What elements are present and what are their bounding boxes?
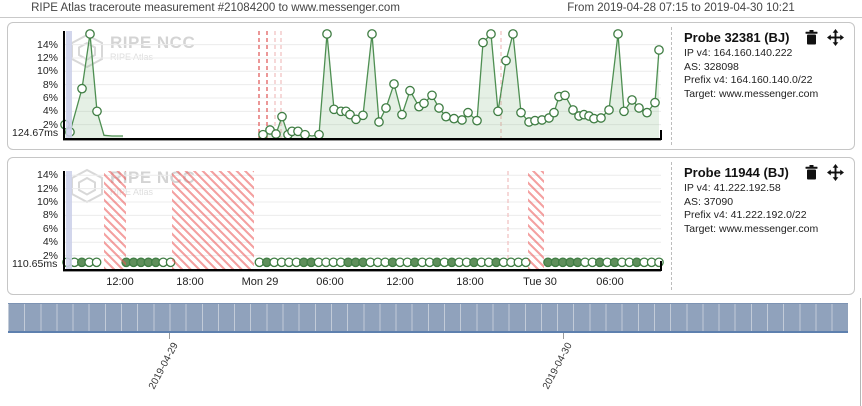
x-axis-tick-label: Mon 29 <box>241 276 279 288</box>
container-edge <box>860 298 861 406</box>
probe-panel-11944: RIPE NCC RIPE Atlas 110.65ms Probe 11944… <box>7 157 855 295</box>
no-data-hatch-band <box>528 171 544 269</box>
probe-ip: IP v4: 164.160.140.222 <box>684 47 793 59</box>
measurement-title: RIPE Atlas traceroute measurement #21084… <box>31 2 400 14</box>
info-separator <box>671 27 672 145</box>
probe-target: Target: www.messenger.com <box>684 222 819 235</box>
header-divider <box>0 17 862 18</box>
no-data-hatch-band <box>104 171 126 269</box>
y-axis-tick-label: 6% <box>42 91 58 104</box>
header: RIPE Atlas traceroute measurement #21084… <box>0 0 862 17</box>
x-axis-tick-label: 18:00 <box>176 276 204 288</box>
y-axis-tick-label: 10% <box>36 65 58 78</box>
probe-prefix: Prefix v4: 164.160.140.0/22 <box>684 74 813 86</box>
y-axis-tick-label: 14% <box>36 169 58 182</box>
y-axis-tick-label: 8% <box>42 209 58 222</box>
timeline-date-label: 2019-04-29 <box>146 341 181 392</box>
timeline-tick <box>563 333 564 339</box>
x-axis-tick-label: Tue 30 <box>523 276 557 288</box>
timeline-overview-bar[interactable] <box>8 303 848 333</box>
move-panel-icon[interactable] <box>827 164 844 181</box>
probe-title: Probe 11944 (BJ) <box>684 165 789 180</box>
timeline-date-label: 2019-04-30 <box>540 341 575 392</box>
delete-probe-icon[interactable] <box>803 164 820 181</box>
probe-ip: IP v4: 41.222.192.58 <box>684 182 781 194</box>
y-axis-tick-label: 14% <box>36 38 58 51</box>
y-axis-tick-label: 6% <box>42 222 58 235</box>
x-axis-tick-label: 06:00 <box>316 276 344 288</box>
min-rtt-label: 124.67ms <box>12 127 59 139</box>
y-axis-tick-label: 2% <box>42 118 58 131</box>
x-axis-tick-label: 12:00 <box>386 276 414 288</box>
y-axis-tick-label: 2% <box>42 249 58 262</box>
probe-panel-32381: RIPE NCC RIPE Atlas 124.67ms Probe 32381… <box>7 22 855 150</box>
x-axis-tick-label: 12:00 <box>106 276 134 288</box>
x-axis-tick-label: 18:00 <box>456 276 484 288</box>
delete-probe-icon[interactable] <box>803 29 820 46</box>
move-panel-icon[interactable] <box>827 29 844 46</box>
probe-as: AS: 37090 <box>684 195 734 208</box>
probe-target: Target: www.messenger.com <box>684 87 819 100</box>
time-position-marker[interactable] <box>66 171 72 269</box>
probe-title: Probe 32381 (BJ) <box>684 30 790 45</box>
probe-prefix: Prefix v4: 41.222.192.0/22 <box>684 209 807 221</box>
no-data-hatch-band <box>172 171 254 269</box>
chart-plot <box>60 29 664 141</box>
probe-info-block: Probe 11944 (BJ) IP v4: 41.222.192.58 AS… <box>684 165 834 236</box>
y-axis-tick-label: 8% <box>42 78 58 91</box>
probe-as: AS: 328098 <box>684 60 739 73</box>
x-axis-tick-label: 06:00 <box>596 276 624 288</box>
time-position-marker[interactable] <box>66 31 72 138</box>
info-separator <box>671 162 672 290</box>
time-range-label: From 2019-04-28 07:15 to 2019-04-30 10:2… <box>567 2 795 14</box>
min-rtt-label: 110.65ms <box>12 258 58 270</box>
y-axis-tick-label: 12% <box>36 51 58 64</box>
y-axis-tick-label: 10% <box>36 196 58 208</box>
probe-info-block: Probe 32381 (BJ) IP v4: 164.160.140.222 … <box>684 30 834 101</box>
y-axis-tick-label: 12% <box>36 182 58 195</box>
timeline-tick <box>169 333 170 339</box>
y-axis-tick-label: 4% <box>42 105 58 118</box>
y-axis-tick-label: 4% <box>42 236 58 249</box>
